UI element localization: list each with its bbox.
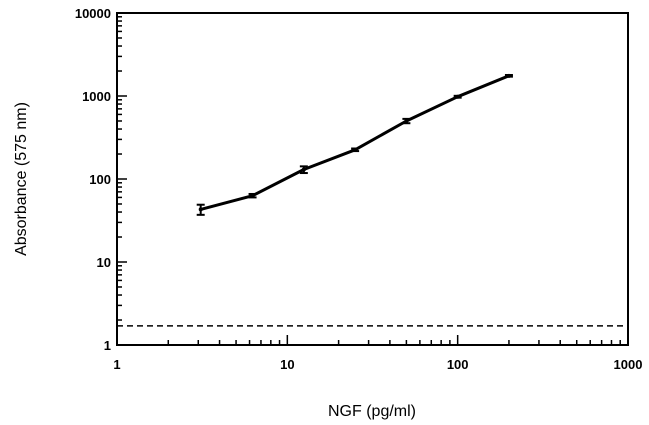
x-tick-label: 100 <box>447 357 469 372</box>
x-axis: 1 10 100 1000 <box>113 335 642 372</box>
data-point <box>301 167 306 172</box>
data-point <box>198 207 203 212</box>
data-point <box>404 118 409 123</box>
y-tick-label: 100 <box>89 172 111 187</box>
series-line <box>200 74 510 211</box>
series-group <box>196 73 513 216</box>
x-tick-label: 1 <box>113 357 120 372</box>
y-axis: 1 10 100 1000 10000 <box>75 6 127 353</box>
y-tick-label: 1 <box>104 338 111 353</box>
y-tick-label: 10000 <box>75 6 111 21</box>
y-tick-label: 10 <box>97 255 111 270</box>
data-point <box>455 94 460 99</box>
data-point <box>506 73 511 78</box>
x-tick-label: 1000 <box>614 357 643 372</box>
data-point <box>353 147 358 152</box>
y-tick-label: 1000 <box>82 89 111 104</box>
y-axis-label: Absorbance (575 nm) <box>13 102 30 256</box>
plot-area-frame <box>116 12 629 346</box>
data-point <box>250 193 255 198</box>
x-axis-label: NGF (pg/ml) <box>328 403 416 420</box>
x-tick-label: 10 <box>280 357 294 372</box>
